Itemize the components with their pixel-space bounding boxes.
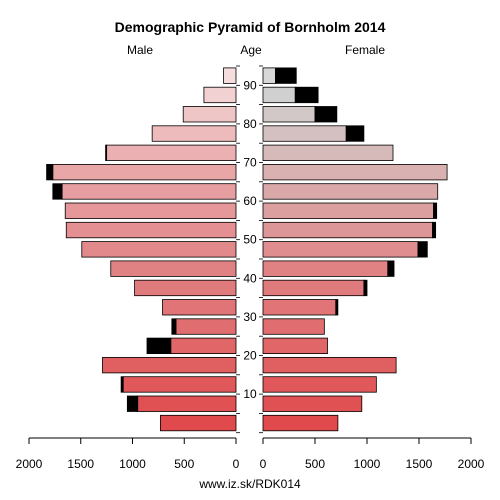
female-bar-10-14 [262, 376, 377, 393]
male-bar-75-79 [151, 125, 237, 142]
age-tick-label: 30 [243, 310, 257, 324]
female-x-tick-label: 0 [260, 457, 267, 471]
female-excess-bar-40-44 [387, 260, 395, 277]
male-bar-15-19 [102, 356, 237, 374]
male-bar-60-64 [61, 183, 237, 200]
female-x-tick-label: 1500 [406, 457, 433, 471]
female-bar-5-9 [262, 395, 363, 412]
male-excess-bar-10-14 [120, 376, 124, 393]
male-bar-50-54 [65, 221, 237, 239]
male-excess-bar-60-64 [52, 183, 63, 200]
age-tick-label: 90 [243, 78, 257, 92]
age-tick-label: 50 [243, 233, 257, 247]
female-bar-65-69 [262, 163, 448, 181]
male-bar-0-4 [160, 414, 237, 432]
female-bar-50-54 [262, 221, 433, 239]
male-x-tick-label: 1500 [67, 457, 94, 471]
male-bar-25-29 [175, 318, 237, 335]
male-x-tick-label: 0 [233, 457, 240, 471]
male-bar-55-59 [64, 202, 237, 219]
female-excess-bar-45-49 [417, 241, 428, 258]
female-bar-90+ [262, 67, 276, 84]
female-excess-bar-85-89 [294, 86, 319, 104]
female-bar-20-24 [262, 337, 328, 355]
female-bar-40-44 [262, 260, 389, 277]
male-bar-35-39 [134, 279, 237, 297]
male-bar-20-24 [170, 337, 237, 355]
female-bar-45-49 [262, 241, 419, 258]
male-excess-bar-20-24 [146, 337, 172, 355]
age-tick-label: 70 [243, 156, 257, 170]
male-x-tick-label: 500 [174, 457, 194, 471]
male-x-tick-label: 2000 [16, 457, 43, 471]
male-bars [46, 67, 237, 432]
male-bar-5-9 [137, 395, 237, 412]
footer-url: www.iz.sk/RDK014 [198, 477, 301, 491]
age-label: Age [240, 43, 262, 57]
age-tick-label: 20 [243, 349, 257, 363]
female-bar-80-84 [262, 106, 316, 123]
male-bar-30-34 [162, 299, 237, 316]
male-bar-40-44 [110, 260, 237, 277]
age-tick-label: 10 [243, 387, 257, 401]
female-bar-70-74 [262, 144, 394, 162]
female-excess-bar-55-59 [433, 202, 438, 219]
axes: 10 20 30 40 50 60 70 80 90 2000 1500 1000 500 0 0 500 10… [16, 65, 485, 471]
female-bar-25-29 [262, 318, 325, 335]
female-bars [262, 67, 448, 432]
female-bar-0-4 [262, 414, 339, 432]
female-label: Female [345, 43, 385, 57]
female-bar-75-79 [262, 125, 347, 142]
male-excess-bar-25-29 [171, 318, 177, 335]
female-x-tick-label: 2000 [458, 457, 485, 471]
male-bar-45-49 [81, 241, 237, 258]
age-tick-label: 60 [243, 194, 257, 208]
female-bar-85-89 [262, 86, 296, 104]
female-x-tick-label: 500 [305, 457, 325, 471]
female-excess-bar-90+ [275, 67, 297, 84]
female-x-tick-label: 1000 [354, 457, 381, 471]
male-excess-bar-5-9 [126, 395, 139, 412]
female-bar-60-64 [262, 183, 439, 200]
male-bar-65-69 [52, 163, 237, 181]
chart-title: Demographic Pyramid of Bornholm 2014 [115, 19, 386, 35]
female-excess-bar-35-39 [363, 279, 368, 297]
male-excess-bar-65-69 [46, 163, 54, 181]
female-excess-bar-30-34 [335, 299, 339, 316]
male-bar-85-89 [203, 86, 237, 104]
female-bar-30-34 [262, 299, 337, 316]
male-bar-70-74 [106, 144, 237, 162]
male-x-tick-label: 1000 [119, 457, 146, 471]
age-tick-label: 80 [243, 117, 257, 131]
male-bar-10-14 [122, 376, 237, 393]
male-bar-90+ [223, 67, 237, 84]
age-tick-label: 40 [243, 271, 257, 285]
female-excess-bar-80-84 [314, 106, 338, 123]
male-label: Male [127, 43, 153, 57]
female-excess-bar-50-54 [432, 221, 437, 239]
female-bar-35-39 [262, 279, 365, 297]
female-excess-bar-75-79 [345, 125, 365, 142]
male-bar-80-84 [182, 106, 237, 123]
female-bar-15-19 [262, 356, 397, 374]
male-excess-bar-70-74 [105, 144, 108, 162]
female-bar-55-59 [262, 202, 434, 219]
